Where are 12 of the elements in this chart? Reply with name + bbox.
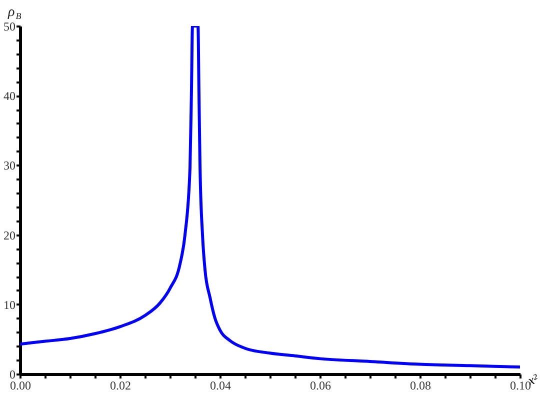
line-series [20, 26, 520, 369]
y-tick-label: 40 [4, 89, 16, 104]
y-tick-label: 0 [10, 368, 16, 382]
x-tick-label: 0.06 [310, 378, 331, 392]
x-tick-label: 0.00 [10, 378, 31, 392]
y-tick-label: 20 [4, 228, 16, 242]
x-tick-label: 0.04 [210, 378, 231, 392]
y-tick-label: 10 [4, 298, 16, 312]
x-tick-label: 0.08 [410, 378, 431, 392]
y-tick-label: 50 [4, 20, 16, 34]
y-tick-label: 30 [4, 158, 16, 173]
x-tick-label: 0.02 [110, 378, 131, 392]
